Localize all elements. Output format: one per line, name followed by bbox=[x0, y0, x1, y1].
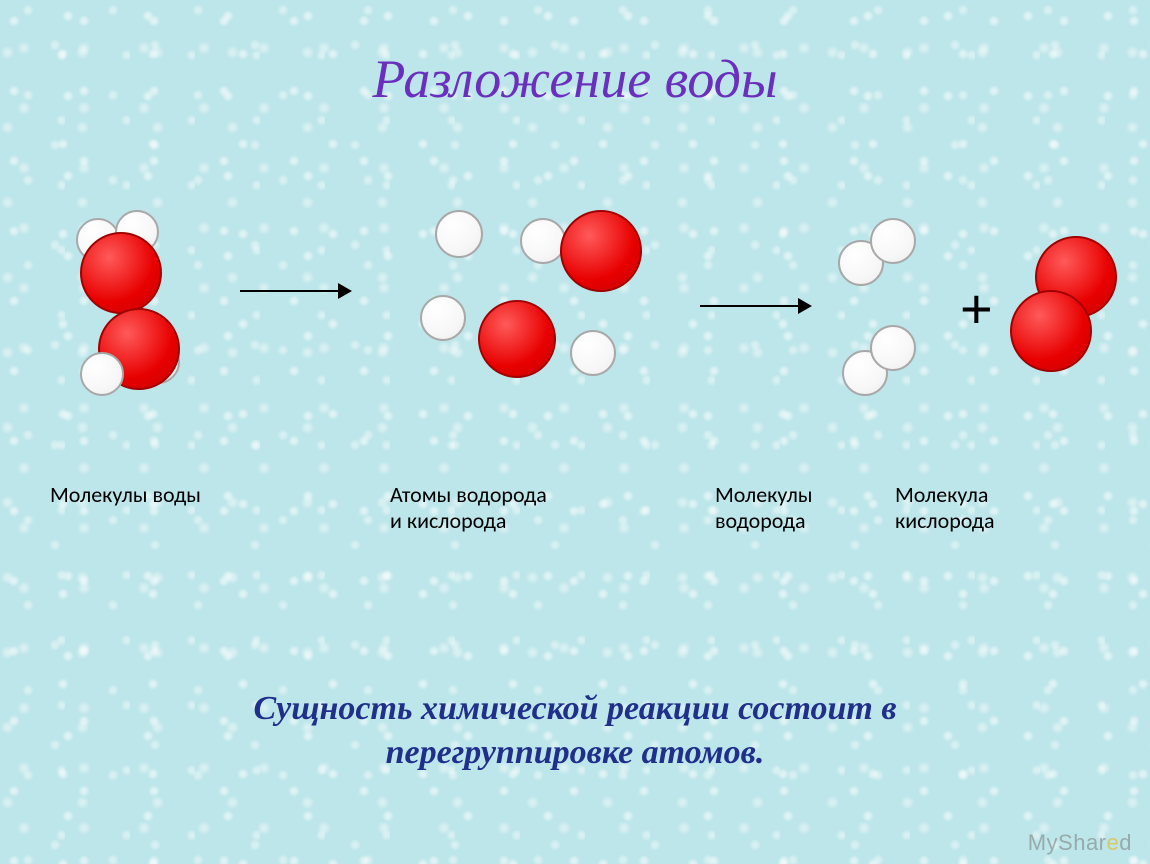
caption-o2-l1: Молекула bbox=[895, 482, 988, 507]
reaction-arrow bbox=[700, 305, 810, 307]
hydrogen-atom bbox=[80, 352, 124, 396]
caption-h2-l1: Молекулы bbox=[715, 482, 813, 507]
hydrogen-atom bbox=[520, 218, 566, 264]
hydrogen-atom bbox=[870, 325, 916, 371]
oxygen-atom bbox=[560, 210, 642, 292]
watermark: MyShared bbox=[1028, 830, 1132, 856]
slide-title: Разложение воды bbox=[0, 48, 1150, 110]
plus-sign: + bbox=[960, 276, 993, 341]
caption-atoms-l2: и кислорода bbox=[390, 508, 506, 533]
watermark-part: d bbox=[1119, 830, 1132, 855]
watermark-part: MyShar bbox=[1028, 830, 1107, 855]
caption-o2-l2: кислорода bbox=[895, 508, 995, 533]
footer-line-2: перегруппировке атомов. bbox=[0, 734, 1150, 772]
oxygen-atom bbox=[80, 232, 162, 314]
footer-line-1: Сущность химической реакции состоит в bbox=[0, 690, 1150, 728]
caption-h2-l2: водорода bbox=[715, 508, 806, 533]
oxygen-atom bbox=[1010, 290, 1092, 372]
caption-water: Молекулы воды bbox=[50, 482, 201, 507]
oxygen-atom bbox=[478, 300, 556, 378]
hydrogen-atom bbox=[420, 295, 466, 341]
reaction-arrow bbox=[240, 290, 350, 292]
hydrogen-atom bbox=[570, 330, 616, 376]
hydrogen-atom bbox=[870, 218, 916, 264]
caption-atoms-l1: Атомы водорода bbox=[390, 482, 547, 507]
watermark-accent: e bbox=[1107, 830, 1120, 855]
hydrogen-atom bbox=[435, 210, 483, 258]
